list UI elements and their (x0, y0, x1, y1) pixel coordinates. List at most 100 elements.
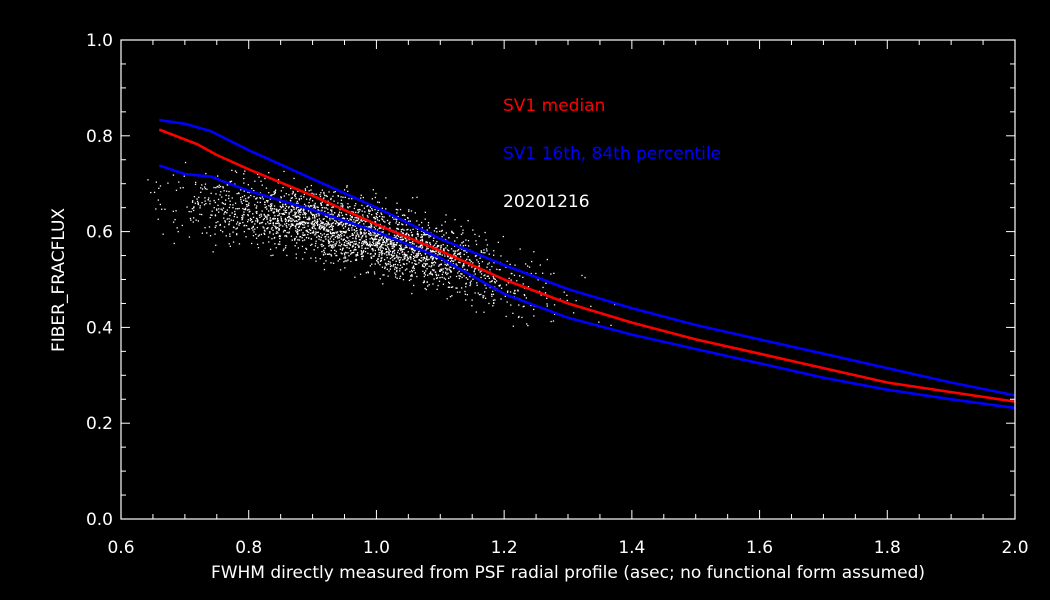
scatter-point (271, 208, 274, 210)
scatter-point (213, 207, 215, 209)
scatter-point (278, 214, 280, 216)
scatter-point (354, 225, 356, 227)
scatter-point (309, 218, 311, 220)
scatter-point (340, 223, 342, 225)
scatter-point (263, 227, 265, 229)
scatter-point (404, 254, 406, 256)
scatter-point (467, 240, 470, 242)
scatter-point (397, 235, 400, 238)
scatter-point (439, 270, 441, 272)
scatter-point (236, 208, 239, 210)
scatter-point (368, 244, 371, 246)
scatter-point (343, 189, 346, 191)
scatter-point (440, 246, 442, 248)
scatter-point (455, 250, 457, 252)
scatter-point (437, 284, 439, 287)
scatter-point (408, 261, 410, 263)
scatter-point (396, 212, 398, 214)
scatter-point (354, 259, 357, 261)
scatter-point (412, 228, 414, 230)
scatter-point (282, 249, 285, 252)
scatter-point (374, 196, 376, 199)
scatter-point (385, 197, 387, 199)
scatter-point (416, 196, 418, 198)
scatter-point (448, 286, 451, 288)
scatter-point (307, 205, 309, 207)
scatter-point (343, 238, 345, 240)
scatter-point (353, 243, 355, 245)
scatter-point (382, 283, 384, 285)
scatter-point (364, 211, 366, 213)
scatter-point (363, 250, 365, 252)
scatter-point (361, 255, 363, 258)
scatter-point (197, 203, 199, 205)
scatter-point (312, 214, 314, 216)
scatter-point (356, 253, 358, 256)
scatter-point (370, 233, 372, 235)
scatter-point (396, 227, 398, 230)
scatter-point (266, 200, 268, 202)
scatter-point (480, 293, 482, 296)
scatter-point (412, 241, 414, 243)
scatter-point (409, 247, 411, 249)
scatter-point (314, 224, 316, 226)
scatter-point (386, 254, 388, 256)
scatter-point (439, 277, 441, 279)
scatter-point (219, 223, 221, 226)
scatter-point (369, 241, 371, 243)
scatter-point (410, 278, 412, 281)
scatter-point (455, 287, 457, 289)
scatter-point (364, 251, 367, 253)
scatter-point (285, 234, 287, 237)
scatter-point (450, 266, 452, 268)
scatter-point (394, 276, 397, 278)
scatter-point (330, 198, 332, 201)
scatter-point (386, 238, 388, 240)
scatter-point (448, 282, 451, 284)
scatter-point (343, 252, 346, 254)
scatter-point (251, 187, 253, 190)
scatter-point (194, 202, 196, 204)
scatter-point (376, 214, 378, 216)
scatter-point (400, 229, 402, 231)
scatter-point (352, 245, 354, 247)
scatter-point (447, 272, 449, 274)
scatter-point (351, 234, 353, 236)
scatter-point (256, 212, 258, 214)
scatter-point (540, 294, 542, 296)
scatter-point (451, 230, 453, 233)
scatter-point (315, 193, 317, 195)
scatter-point (212, 251, 214, 253)
scatter-point (380, 237, 383, 239)
scatter-point (471, 266, 473, 268)
scatter-point (392, 247, 394, 249)
scatter-point (198, 196, 200, 198)
scatter-point (372, 248, 374, 250)
scatter-point (427, 285, 429, 287)
scatter-point (430, 257, 432, 259)
scatter-point (224, 211, 227, 213)
scatter-point (317, 223, 319, 225)
scatter-point (234, 213, 236, 216)
scatter-point (270, 194, 272, 196)
scatter-point (298, 198, 300, 200)
scatter-point (365, 235, 367, 237)
scatter-point (294, 239, 296, 241)
scatter-point (361, 240, 364, 243)
scatter-point (312, 230, 315, 232)
scatter-point (464, 244, 467, 246)
scatter-point (455, 275, 458, 278)
scatter-point (566, 299, 568, 302)
scatter-point (406, 256, 409, 258)
x-tick-label: 1.2 (491, 538, 518, 558)
scatter-point (354, 276, 356, 278)
scatter-point (323, 229, 325, 231)
scatter-point (449, 296, 452, 298)
scatter-point (323, 240, 325, 242)
scatter-point (290, 187, 292, 190)
scatter-point (364, 221, 366, 223)
scatter-point (389, 227, 391, 229)
scatter-point (416, 232, 419, 235)
scatter-point (315, 231, 317, 233)
scatter-point (496, 268, 498, 270)
